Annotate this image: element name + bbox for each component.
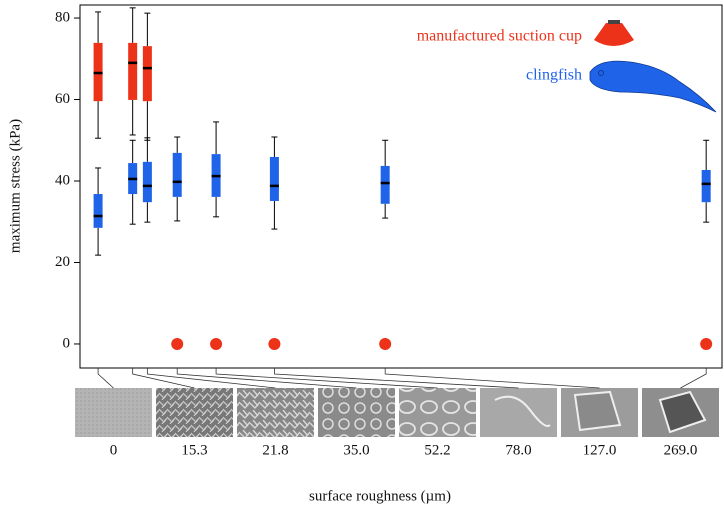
point (700, 337, 713, 350)
x-tick-label: 127.0 (583, 442, 617, 458)
x-tick-connector (97, 368, 114, 389)
box (269, 156, 279, 201)
box (172, 152, 182, 197)
plot-frame (79, 4, 723, 369)
x-tick-connector (215, 368, 438, 389)
box (142, 161, 152, 203)
box (142, 46, 152, 102)
point (171, 337, 184, 350)
box (128, 42, 138, 100)
x-tick-connector (176, 368, 357, 389)
y-tick-label: 0 (63, 335, 71, 351)
x-tick-label: 52.2 (424, 442, 450, 458)
x-tick-connector (384, 368, 600, 389)
clingfish-icon (589, 60, 717, 113)
legend-label: clingfish (526, 67, 582, 84)
micrographs (75, 388, 719, 437)
x-tick-label: 21.8 (262, 442, 288, 458)
x-tick-label: 0 (110, 442, 118, 458)
x-tick-label: 78.0 (505, 442, 531, 458)
suction-cup-icon (594, 20, 634, 46)
point (379, 337, 392, 350)
y-tick-label: 60 (55, 91, 70, 107)
x-tick-connector (680, 368, 707, 389)
y-axis-title: maximum stress (kPa) (7, 119, 23, 253)
y-tick-label: 80 (55, 9, 70, 25)
x-tick-label: 15.3 (181, 442, 207, 458)
x-tick-connector (132, 368, 195, 389)
legend-label: manufactured suction cup (417, 28, 582, 45)
x-tick-connector (146, 368, 276, 389)
x-tick-label: 269.0 (664, 442, 698, 458)
x-tick-label: 35.0 (343, 442, 369, 458)
point (268, 337, 281, 350)
box (701, 170, 711, 203)
point (210, 337, 223, 350)
box (380, 165, 390, 204)
x-tick-connector (274, 368, 519, 389)
box (93, 194, 103, 228)
y-tick-label: 20 (55, 254, 70, 270)
x-axis-title: surface roughness (µm) (309, 488, 451, 504)
y-tick-label: 40 (55, 172, 70, 188)
